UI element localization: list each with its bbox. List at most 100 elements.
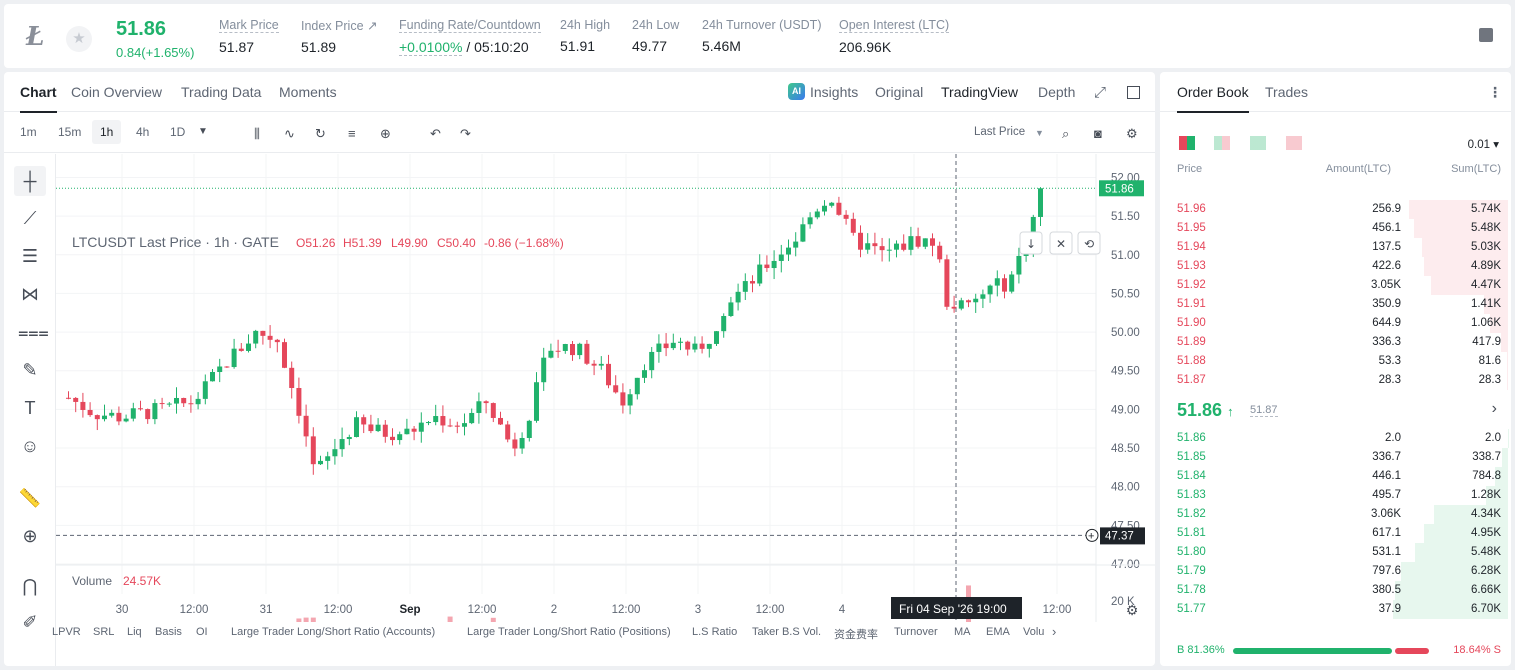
ask-row[interactable]: 51.94 137.5 5.03K xyxy=(1177,238,1508,257)
undo-icon[interactable]: ↶ xyxy=(430,126,441,141)
tab-tradingview[interactable]: TradingView xyxy=(941,84,1019,100)
row-amount: 456.1 xyxy=(1372,222,1401,234)
tab-depth[interactable]: Depth xyxy=(1038,84,1076,100)
bid-row[interactable]: 51.86 2.0 2.0 xyxy=(1177,429,1508,448)
add-indicator-icon[interactable]: ⊕ xyxy=(380,126,391,141)
candle xyxy=(987,285,993,295)
expand-icon[interactable]: ⤢ xyxy=(1094,84,1107,101)
book-mode-buy-icon[interactable] xyxy=(1250,136,1266,150)
candle-type-icon[interactable]: ⫼ xyxy=(254,126,260,141)
indicator-11[interactable]: MA xyxy=(954,626,971,638)
bid-row[interactable]: 51.80 531.1 5.48K xyxy=(1177,543,1508,562)
chevron-right-icon[interactable]: › xyxy=(1491,400,1497,417)
row-amount: 37.9 xyxy=(1378,603,1401,615)
ask-row[interactable]: 51.89 336.3 417.9 xyxy=(1177,333,1508,352)
candle xyxy=(548,350,554,358)
template-icon[interactable]: ≡ xyxy=(348,126,356,141)
tab-order-book[interactable]: Order Book xyxy=(1177,84,1249,113)
indicator-3[interactable]: Basis xyxy=(155,626,182,638)
window-icon[interactable] xyxy=(1127,86,1140,99)
bid-row[interactable]: 51.81 617.1 4.95K xyxy=(1177,524,1508,543)
book-mode-sell-icon[interactable] xyxy=(1286,136,1302,150)
stat-index-price[interactable]: Index Price ↗ 51.89 xyxy=(301,19,378,55)
book-icon[interactable] xyxy=(1479,28,1493,42)
indicator-7[interactable]: L.S Ratio xyxy=(692,626,738,638)
price-type-chevron-icon[interactable]: ▼ xyxy=(1035,128,1044,138)
indicator-12[interactable]: EMA xyxy=(986,626,1010,638)
indicator-10[interactable]: Turnover xyxy=(894,626,938,638)
zoom-in-icon[interactable]: ⊕ xyxy=(22,526,38,546)
timeframe-1d[interactable]: 1D xyxy=(170,125,186,139)
candle xyxy=(390,436,395,441)
row-sum: 4.89K xyxy=(1470,260,1501,272)
price-chart[interactable]: 52.0051.5051.0050.5050.0049.5049.0048.50… xyxy=(56,154,1155,622)
tab-insights[interactable]: Insights xyxy=(810,84,859,100)
ask-row[interactable]: 51.88 53.3 81.6 xyxy=(1177,352,1508,371)
bid-row[interactable]: 51.83 495.7 1.28K xyxy=(1177,486,1508,505)
ask-row[interactable]: 51.90 644.9 1.06K xyxy=(1177,314,1508,333)
book-mode-both-icon[interactable] xyxy=(1179,136,1195,150)
brush-icon[interactable]: ✎ xyxy=(22,360,38,380)
tab-chart[interactable]: Chart xyxy=(20,84,57,113)
indicator-4[interactable]: OI xyxy=(196,626,208,638)
tab-trading-data[interactable]: Trading Data xyxy=(181,84,262,100)
ask-row[interactable]: 51.87 28.3 28.3 xyxy=(1177,371,1508,390)
precision-select[interactable]: 0.01 ▾ xyxy=(1467,139,1499,151)
bid-row[interactable]: 51.82 3.06K 4.34K xyxy=(1177,505,1508,524)
ask-row[interactable]: 51.92 3.05K 4.47K xyxy=(1177,276,1508,295)
timeframe-1h[interactable]: 1h xyxy=(92,120,122,144)
trendline-icon[interactable]: ⟋ xyxy=(23,208,37,228)
timeframe-4h[interactable]: 4h xyxy=(136,125,150,139)
indicator-6[interactable]: Large Trader Long/Short Ratio (Positions… xyxy=(467,626,671,638)
magnet-icon[interactable]: ⋂ xyxy=(22,576,38,596)
depth-bar xyxy=(1507,371,1508,390)
ask-row[interactable]: 51.96 256.9 5.74K xyxy=(1177,200,1508,219)
text-tool-icon[interactable]: T xyxy=(24,398,36,418)
ask-row[interactable]: 51.93 422.6 4.89K xyxy=(1177,257,1508,276)
bid-row[interactable]: 51.79 797.6 6.28K xyxy=(1177,562,1508,581)
camera-icon[interactable]: ◙ xyxy=(1094,126,1102,141)
gear-icon[interactable]: ⚙ xyxy=(1126,126,1138,141)
crosshair-icon[interactable]: ┼ xyxy=(14,166,46,196)
tab-trades[interactable]: Trades xyxy=(1265,84,1309,100)
refresh-icon[interactable]: ↻ xyxy=(315,126,326,141)
depth-bar xyxy=(1424,524,1508,543)
ask-row[interactable]: 51.91 350.9 1.41K xyxy=(1177,295,1508,314)
indicator-5[interactable]: Large Trader Long/Short Ratio (Accounts) xyxy=(231,626,436,638)
emoji-icon[interactable]: ☺ xyxy=(20,436,40,456)
bid-row[interactable]: 51.85 336.7 338.7 xyxy=(1177,448,1508,467)
ruler-icon[interactable]: 📏 xyxy=(18,488,42,508)
pattern-icon[interactable]: ⋈ xyxy=(21,284,39,304)
timeframe-15m[interactable]: 15m xyxy=(58,125,82,139)
chevron-right-icon[interactable]: › xyxy=(1052,624,1057,639)
book-mode-bids-icon[interactable] xyxy=(1214,136,1230,150)
candle xyxy=(634,377,640,395)
candle xyxy=(750,281,755,284)
indicator-9[interactable]: 资金费率 xyxy=(834,629,878,641)
timeframe-1m[interactable]: 1m xyxy=(20,125,37,139)
chart-tabs: Chart Coin Overview Trading Data Moments… xyxy=(4,72,1155,113)
bid-row[interactable]: 51.78 380.5 6.66K xyxy=(1177,581,1508,600)
tab-coin-overview[interactable]: Coin Overview xyxy=(71,84,163,100)
indicator-8[interactable]: Taker B.S Vol. xyxy=(752,626,822,638)
horizontal-lines-icon[interactable]: ☰ xyxy=(21,246,39,266)
redo-icon[interactable]: ↷ xyxy=(460,126,471,141)
indicator-1[interactable]: SRL xyxy=(93,626,115,638)
bid-row[interactable]: 51.77 37.9 6.70K xyxy=(1177,600,1508,619)
chevron-down-icon[interactable]: ▼ xyxy=(198,126,208,137)
tab-moments[interactable]: Moments xyxy=(279,84,337,100)
star-favorite-icon[interactable]: ★ xyxy=(66,26,92,52)
depth-bar xyxy=(1430,276,1508,295)
bid-row[interactable]: 51.84 446.1 784.8 xyxy=(1177,467,1508,486)
pencil-icon[interactable]: ✐ xyxy=(22,612,38,632)
more-icon[interactable]: ⋮ xyxy=(1488,84,1502,100)
indicators-icon[interactable]: ∿ xyxy=(284,126,295,141)
search-icon[interactable]: ⌕ xyxy=(1062,126,1070,141)
indicator-13[interactable]: Volu xyxy=(1023,626,1045,638)
indicator-2[interactable]: Liq xyxy=(127,626,142,638)
tab-original[interactable]: Original xyxy=(875,84,924,100)
fib-icon[interactable]: ⩶ xyxy=(18,322,49,342)
price-type-select[interactable]: Last Price xyxy=(974,126,1026,138)
ask-row[interactable]: 51.95 456.1 5.48K xyxy=(1177,219,1508,238)
indicator-0[interactable]: LPVR xyxy=(52,626,81,638)
